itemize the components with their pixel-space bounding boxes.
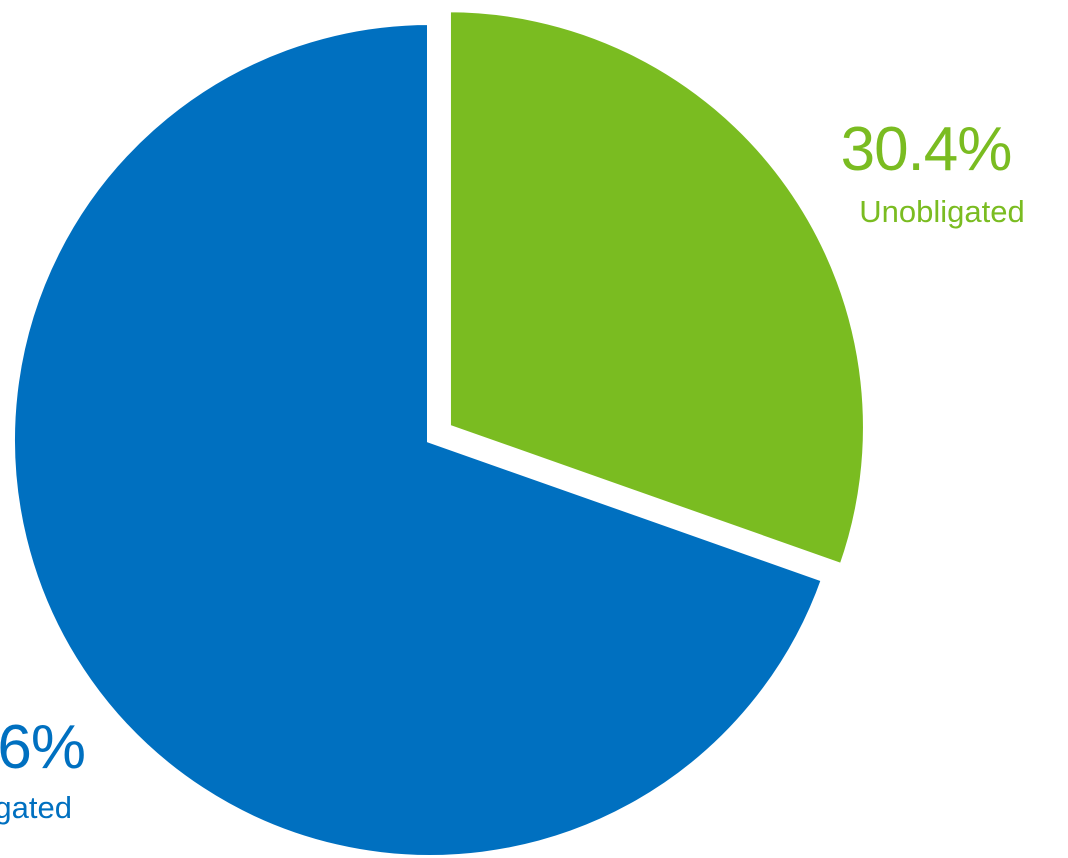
pie-slice-unobligated [444,6,869,571]
slice-category-label-obligated: Obligated [0,790,72,825]
slice-value-label-obligated: 69.6% [0,713,85,782]
slice-category-label-unobligated: Unobligated [859,194,1024,229]
pie-slice-obligated [9,18,829,858]
slice-value-label-unobligated: 30.4% [841,115,1012,184]
